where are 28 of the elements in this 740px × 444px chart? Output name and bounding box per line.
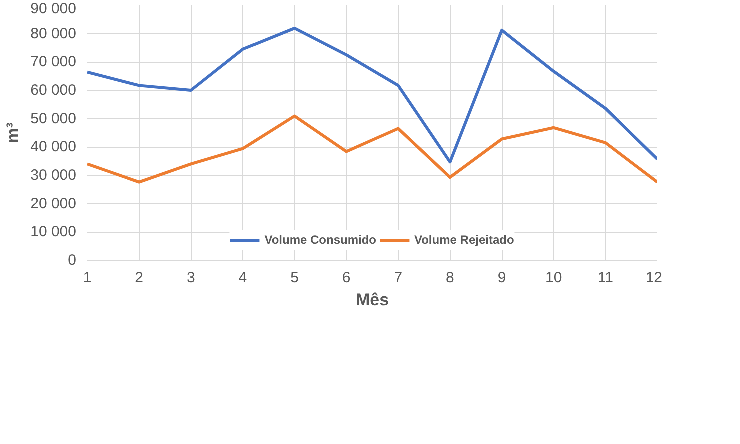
x-tick-label: 1 [83, 270, 92, 286]
x-tick-label: 12 [646, 270, 663, 286]
y-tick-label: 10 000 [30, 224, 77, 241]
x-tick-label: 9 [498, 270, 506, 286]
y-axis-title: m³ [4, 122, 23, 144]
y-tick-label: 70 000 [30, 54, 77, 71]
y-tick-label: 60 000 [30, 82, 77, 99]
y-tick-label: 80 000 [30, 25, 77, 42]
line-series [88, 114, 658, 184]
x-tick-label: 7 [394, 270, 403, 286]
y-tick-label: 20 000 [30, 195, 77, 212]
y-tick-label: 0 [68, 252, 76, 269]
y-tick-label: 30 000 [30, 167, 77, 184]
x-tick-label: 4 [238, 270, 248, 286]
legend-label: Volume Rejeitado [414, 233, 514, 247]
y-tick-label: 50 000 [30, 110, 77, 128]
x-tick-label: 6 [342, 270, 351, 286]
x-tick-label: 10 [546, 270, 562, 286]
x-tick-label: 11 [598, 270, 614, 286]
line-series [88, 26, 658, 164]
x-tick-label: 8 [446, 270, 454, 286]
x-axis-title: Mês [356, 290, 390, 310]
x-tick-label: 5 [290, 270, 299, 286]
y-tick-label: 40 000 [30, 138, 77, 156]
legend-label: Volume Consumido [264, 233, 376, 247]
x-tick-label: 3 [186, 270, 196, 286]
x-tick-label: 2 [135, 270, 144, 286]
y-tick-label: 90 000 [30, 0, 77, 18]
